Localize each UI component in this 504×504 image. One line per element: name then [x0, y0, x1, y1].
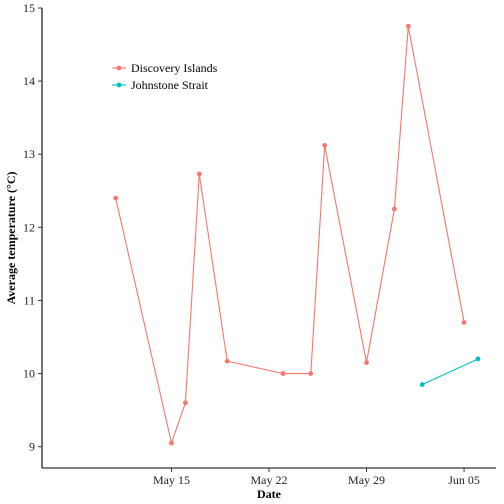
- data-point: [419, 382, 425, 387]
- y-tick-label: 14: [23, 74, 35, 88]
- data-point: [280, 371, 286, 376]
- data-point: [308, 371, 314, 376]
- x-tick-label: May 29: [348, 473, 385, 487]
- series-line: [115, 26, 465, 445]
- data-point: [183, 400, 188, 406]
- legend-label: Johnstone Strait: [131, 78, 209, 92]
- y-tick-label: 13: [23, 147, 35, 161]
- data-point: [392, 206, 397, 212]
- data-point: [322, 143, 328, 148]
- y-axis-ticks: 9 10 11 12 13 14 15: [23, 1, 42, 454]
- data-point: [224, 358, 230, 364]
- plot-area: [113, 23, 481, 446]
- legend-label: Discovery Islands: [131, 61, 218, 75]
- data-point: [113, 195, 119, 201]
- x-tick-label: May 15: [153, 473, 190, 487]
- legend-key-point: [116, 65, 122, 71]
- x-axis-ticks: May 15 May 22 May 29 Jun 05: [153, 468, 480, 487]
- y-tick-label: 10: [23, 367, 35, 381]
- x-axis-title: Date: [257, 487, 282, 501]
- y-tick-label: 15: [23, 1, 35, 15]
- y-tick-label: 12: [23, 220, 35, 234]
- x-tick-label: Jun 05: [448, 473, 480, 487]
- y-tick-label: 11: [23, 293, 35, 307]
- data-point: [461, 319, 467, 325]
- legend-key-point: [116, 82, 122, 88]
- y-axis-title: Average temperature (°C): [4, 172, 18, 305]
- legend: Discovery Islands Johnstone Strait: [112, 61, 218, 92]
- series-line: [422, 358, 479, 386]
- data-point: [364, 360, 369, 366]
- data-point: [169, 440, 174, 446]
- data-point: [475, 356, 481, 362]
- y-tick-label: 9: [29, 440, 35, 454]
- data-point: [405, 23, 411, 29]
- x-tick-label: May 22: [251, 473, 288, 487]
- data-point: [196, 171, 202, 177]
